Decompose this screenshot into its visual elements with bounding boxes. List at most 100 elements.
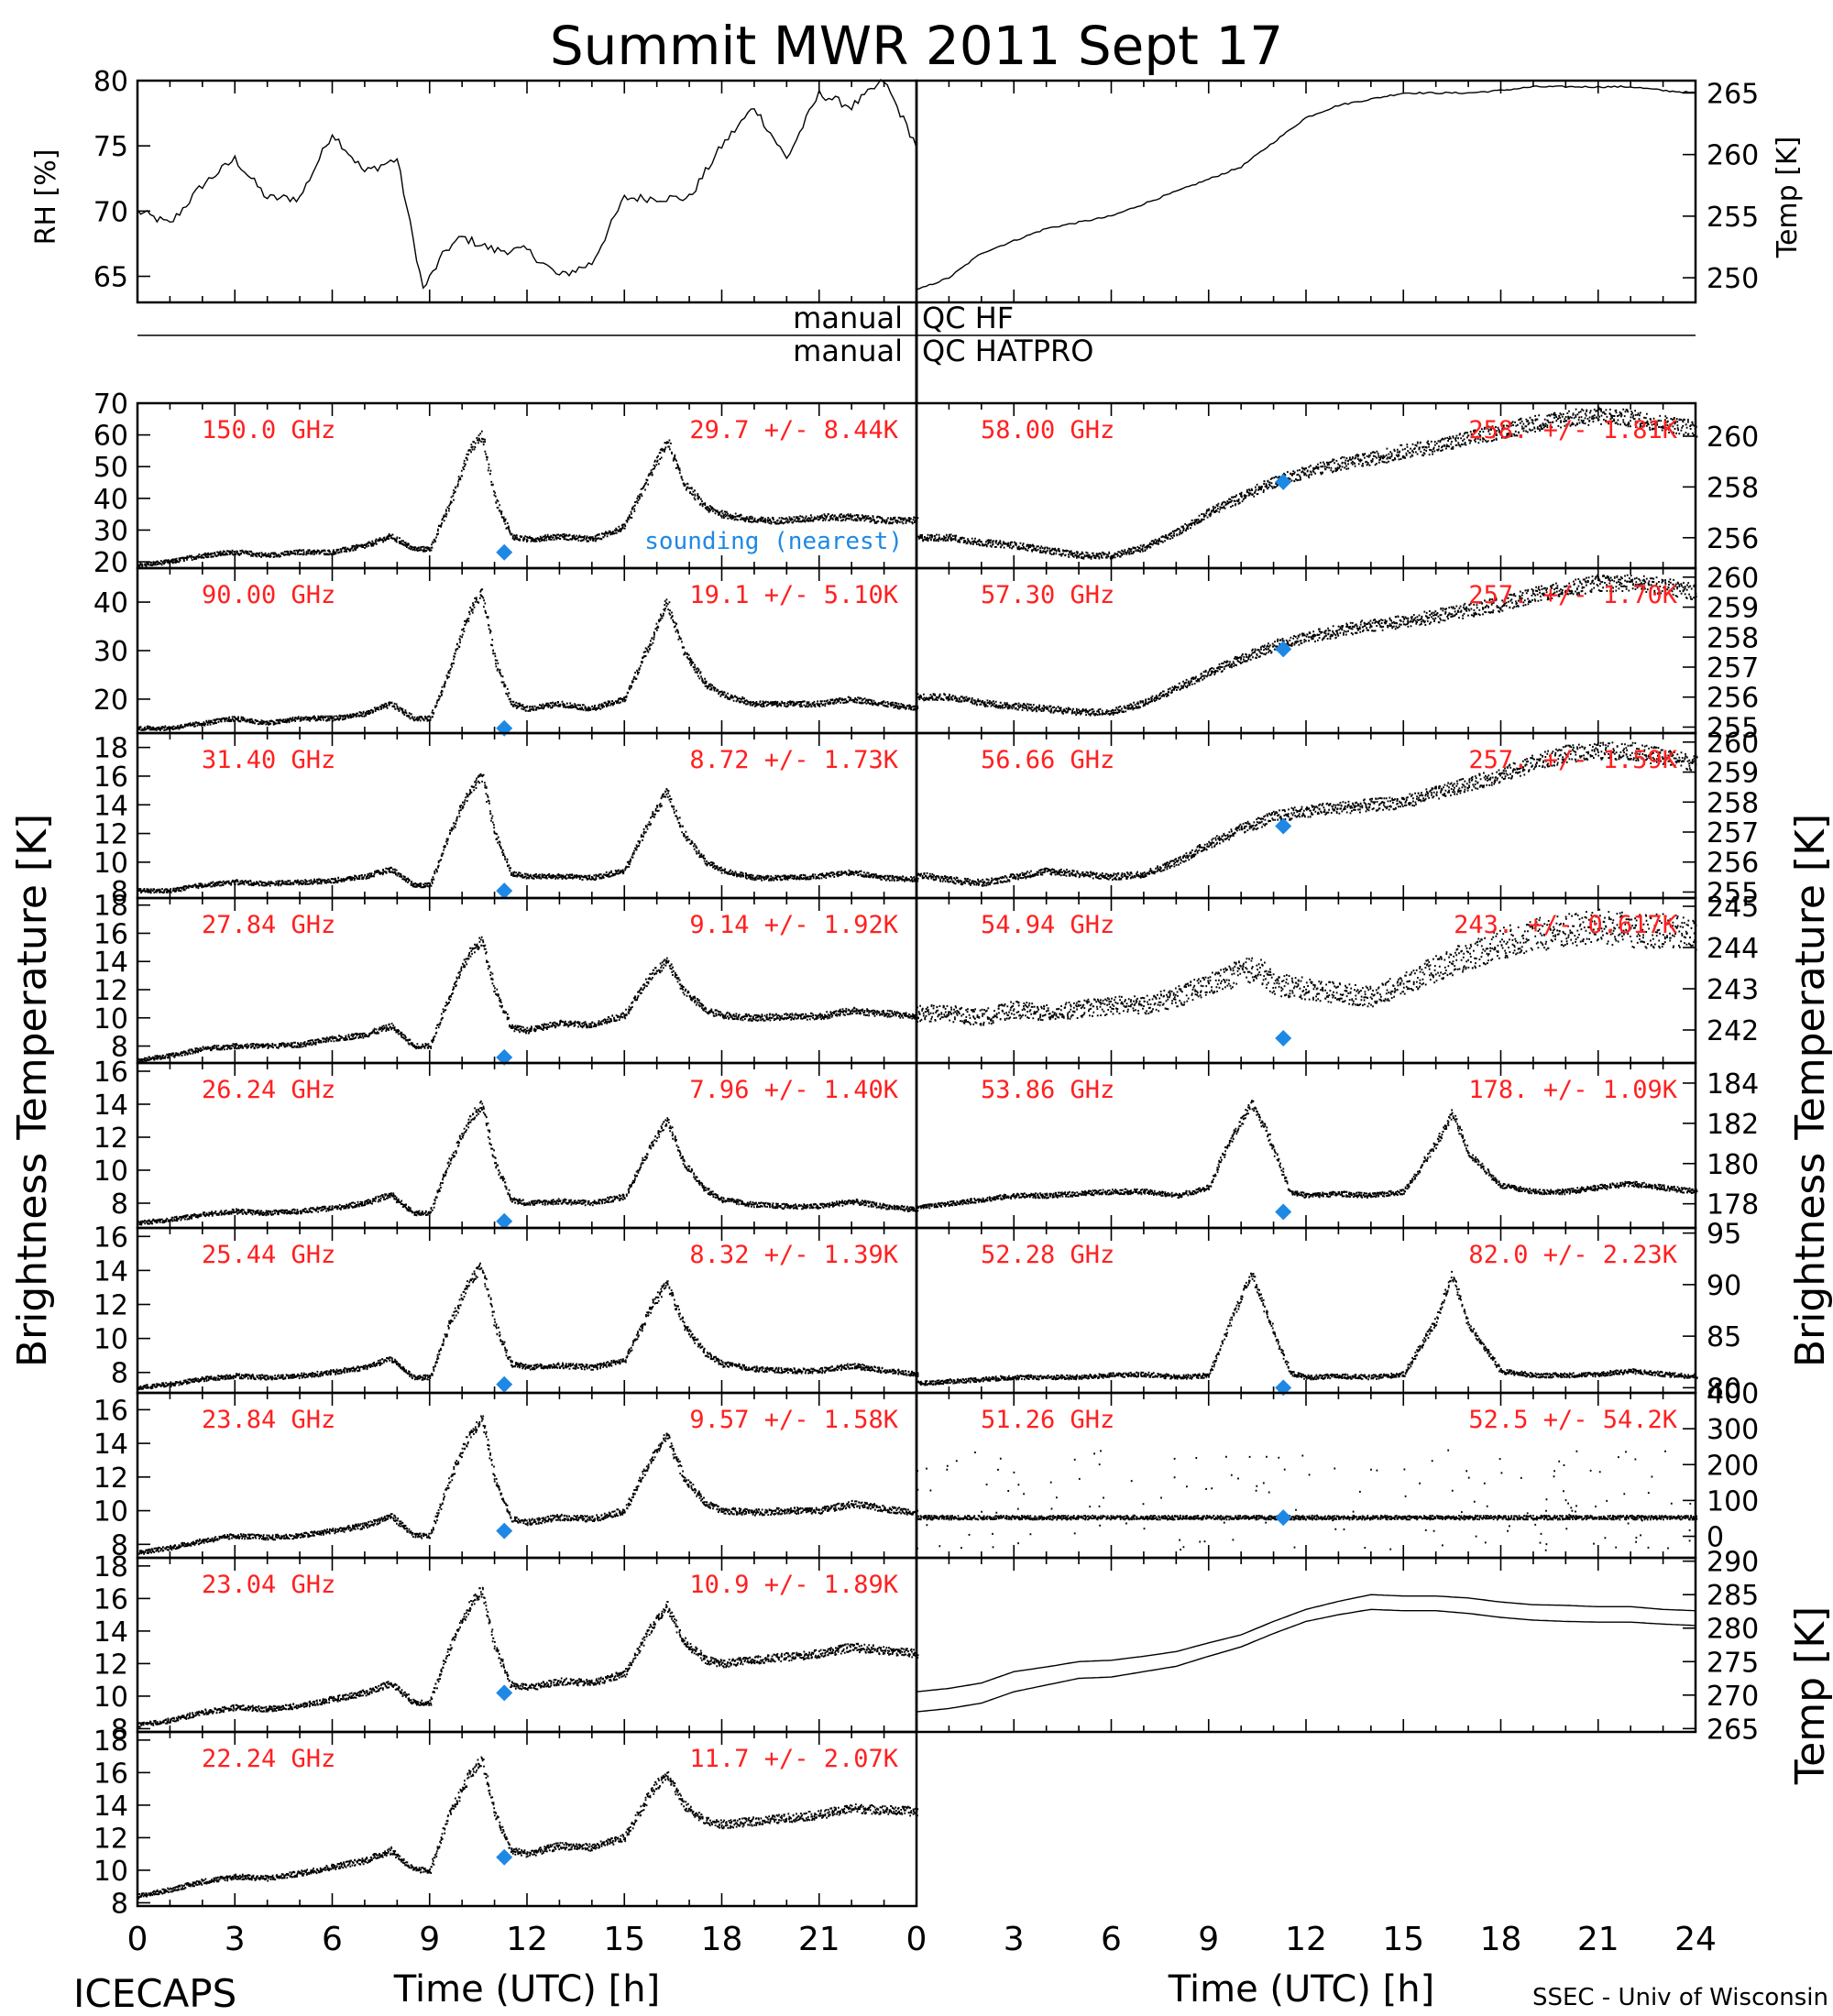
x-tick-label-left: 3: [225, 1921, 246, 1958]
stats-label: 8.32 +/- 1.39K: [689, 1241, 898, 1269]
y-tick-label: 14: [93, 947, 128, 979]
y-tick-label: 258: [1707, 472, 1759, 504]
sounding-marker: [496, 1375, 513, 1393]
sounding-marker: [496, 1048, 513, 1066]
y-tick-label: 14: [93, 1429, 128, 1461]
data-points: [137, 1415, 919, 1555]
rh-y-axis-label: RH [%]: [30, 149, 62, 246]
qc-manual-hatpro: manual: [793, 334, 903, 368]
x-tick-label-left: 18: [701, 1921, 743, 1958]
stats-label: 82.0 +/- 2.23K: [1468, 1241, 1677, 1269]
y-tick-label: 8: [111, 1189, 128, 1221]
sounding-marker: [1275, 641, 1292, 658]
series-line: [916, 85, 1696, 290]
y-tick-label: 100: [1707, 1485, 1759, 1517]
stats-label: 8.72 +/- 1.73K: [689, 746, 898, 774]
y-tick-label: 90: [1707, 1270, 1741, 1302]
sounding-marker: [496, 543, 513, 561]
channel-label: 51.26 GHz: [981, 1406, 1114, 1434]
y-tick-label: 12: [93, 819, 128, 851]
blackbody-hf-line: [916, 1608, 1696, 1713]
sounding-marker: [1275, 1509, 1292, 1527]
y-tick-label: 256: [1707, 523, 1759, 555]
x-tick-label-right: 24: [1674, 1921, 1717, 1958]
right-y-axis-label: Brightness Temperature [K]: [1787, 814, 1833, 1367]
y-tick-label: 8: [111, 1714, 128, 1746]
panel-53-86-GHz: 178 180 182 184 53.86 GHz 178. +/- 1.09K: [915, 1061, 1759, 1230]
y-tick-label: 257: [1707, 652, 1759, 685]
y-tick-label: 280: [1707, 1614, 1759, 1646]
y-tick-label: 20: [93, 685, 128, 717]
x-tick-label-left: 12: [506, 1921, 548, 1958]
y-tick-label: 30: [93, 515, 128, 547]
y-tick-label: 258: [1707, 787, 1759, 819]
sounding-legend: sounding (nearest): [644, 528, 903, 555]
y-tick-label: 182: [1707, 1109, 1759, 1141]
x-tick-label-right: 15: [1382, 1921, 1424, 1958]
y-tick-label: 10: [93, 1682, 128, 1714]
sounding-marker: [1275, 1203, 1292, 1221]
sounding-marker: [496, 1212, 513, 1230]
channel-label: 57.30 GHz: [981, 581, 1114, 609]
x-tick-label-left: 9: [419, 1921, 440, 1958]
y-tick-label: 258: [1707, 622, 1759, 654]
x-tick-label-right: 18: [1480, 1921, 1522, 1958]
channel-label: 58.00 GHz: [981, 416, 1114, 444]
footer-ssec: SSEC - Univ of Wisconsin: [1532, 1984, 1828, 2011]
y-tick-label: 244: [1707, 933, 1759, 965]
sounding-marker: [1275, 473, 1292, 490]
y-tick-label: 16: [93, 1395, 128, 1427]
x-tick-label-left: 21: [798, 1921, 840, 1958]
y-tick-label: 255: [1707, 877, 1759, 909]
y-tick-label: 65: [93, 262, 128, 294]
stats-label: 11.7 +/- 2.07K: [689, 1745, 898, 1773]
y-tick-label: 178: [1707, 1189, 1759, 1222]
channel-label: 53.86 GHz: [981, 1076, 1114, 1104]
channel-label: 23.84 GHz: [202, 1406, 335, 1434]
data-points: [916, 1270, 1698, 1386]
y-tick-label: 8: [111, 876, 128, 908]
panel-90-00-GHz: 20 30 40 90.00 GHz 19.1 +/- 5.10K: [93, 566, 919, 737]
y-tick-label: 8: [111, 1358, 128, 1390]
panel-frame: [136, 79, 918, 304]
x-tick-label-right: 3: [1004, 1921, 1025, 1958]
stats-label: 9.57 +/- 1.58K: [689, 1406, 898, 1434]
y-tick-label: 200: [1707, 1450, 1759, 1482]
channel-label: 25.44 GHz: [202, 1241, 335, 1269]
x-tick-label-right: 9: [1198, 1921, 1219, 1958]
channel-label: 90.00 GHz: [202, 581, 335, 609]
panel-idx-0: 65 70 75 80: [93, 66, 918, 304]
y-tick-label: 255: [1707, 202, 1759, 234]
y-tick-label: 20: [93, 547, 128, 579]
stats-label: 19.1 +/- 5.10K: [689, 581, 898, 609]
data-points: [137, 1100, 919, 1226]
y-tick-label: 184: [1707, 1068, 1759, 1101]
data-points: [916, 574, 1697, 717]
y-tick-label: 18: [93, 733, 128, 765]
panel-58-00-GHz: 256 258 260 58.00 GHz 258. +/- 1.81K: [915, 401, 1759, 570]
y-tick-label: 18: [93, 1551, 128, 1583]
y-tick-label: 14: [93, 1791, 128, 1823]
y-tick-label: 60: [93, 421, 128, 453]
y-tick-label: 400: [1707, 1378, 1759, 1410]
y-tick-label: 14: [93, 790, 128, 822]
x-tick-label-left: 6: [322, 1921, 343, 1958]
qc-label-hf: QC HF: [922, 301, 1014, 335]
y-tick-label: 243: [1707, 974, 1759, 1006]
data-points: [137, 772, 919, 894]
y-tick-label: 12: [93, 1649, 128, 1681]
stats-label: 7.96 +/- 1.40K: [689, 1076, 898, 1104]
data-points: [916, 741, 1698, 887]
sounding-marker: [496, 1522, 513, 1539]
data-points: [137, 588, 919, 731]
y-tick-label: 70: [93, 196, 128, 228]
y-tick-label: 12: [93, 1290, 128, 1322]
y-tick-label: 256: [1707, 848, 1759, 880]
data-points: [137, 936, 919, 1064]
data-points: [137, 1586, 919, 1728]
